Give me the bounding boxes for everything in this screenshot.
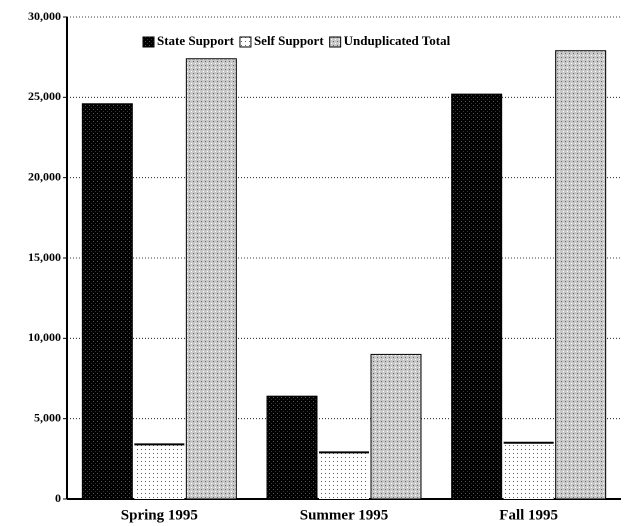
- y-tick-label: 25,000: [28, 89, 61, 103]
- bar: [370, 353, 422, 500]
- bar: [185, 58, 237, 500]
- legend-label: State Support: [157, 33, 235, 48]
- y-tick-label: 10,000: [28, 330, 61, 344]
- bar: [81, 103, 133, 500]
- bar: [451, 93, 503, 500]
- legend-swatch: [142, 36, 155, 48]
- y-tick-label: 15,000: [28, 250, 61, 264]
- y-tick-label: 20,000: [28, 169, 61, 183]
- legend-label: Self Support: [254, 33, 324, 48]
- bar: [555, 50, 607, 500]
- legend-swatch: [239, 36, 252, 48]
- bar: [266, 395, 318, 500]
- x-tick-label: Summer 1995: [300, 507, 388, 523]
- legend: State Support Self Support Unduplicated To…: [142, 33, 451, 48]
- y-tick-label: 30,000: [28, 9, 61, 23]
- bar: [134, 444, 185, 499]
- x-tick-label: Spring 1995: [121, 507, 198, 523]
- x-tick-label: Fall 1995: [499, 507, 558, 523]
- bar: [319, 452, 369, 499]
- bar: [503, 442, 554, 499]
- y-tick-label: 0: [55, 491, 61, 505]
- y-tick-label: 5,000: [34, 410, 61, 424]
- legend-label: Unduplicated Total: [344, 33, 451, 48]
- legend-swatch: [329, 36, 342, 48]
